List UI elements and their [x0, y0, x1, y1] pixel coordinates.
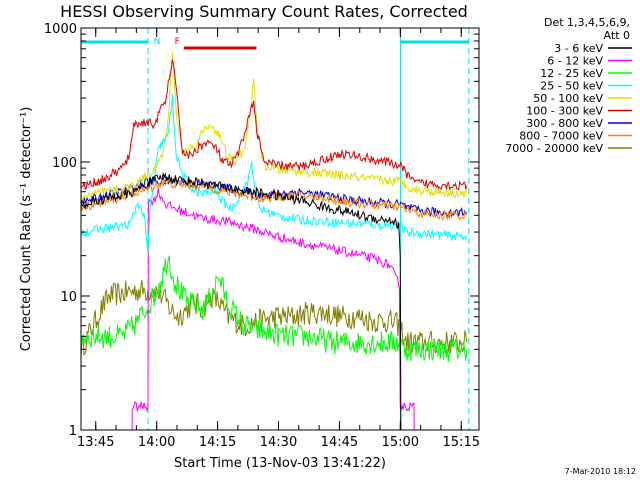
x-tick-label: 13:45 — [77, 435, 114, 450]
y-tick-label: 1 — [69, 424, 77, 439]
series-line-12-25- — [81, 254, 468, 362]
legend-label: 12 - 25 keV — [540, 67, 603, 80]
x-axis: 13:45 14:00 14:15 14:30 14:45 15:00 15:15 — [77, 28, 480, 450]
legend-label: 7000 - 20000 keV — [505, 142, 603, 155]
y-axis-label: Corrected Count Rate (s⁻¹ detector⁻¹) — [19, 107, 34, 352]
series-line-50-100- — [81, 52, 468, 202]
y-tick-label: 100 — [52, 156, 77, 171]
legend-header-line-1: Det 1,3,4,5,6,9, — [544, 16, 630, 29]
legend-label: 100 - 300 keV — [526, 105, 603, 118]
series-line-25-50- — [81, 94, 468, 254]
series-line-100-300- — [81, 59, 468, 191]
x-axis-label: Start Time (13-Nov-03 13:41:22) — [174, 456, 386, 471]
series-layer — [81, 52, 468, 430]
legend-label: 6 - 12 keV — [547, 55, 603, 68]
series-line-3-6- — [81, 171, 402, 430]
chart-title: HESSI Observing Summary Count Rates, Cor… — [60, 2, 468, 21]
legend-header-line-2: Att 0 — [604, 29, 630, 42]
x-tick-label: 14:30 — [260, 435, 297, 450]
flag-marker-label: F — [175, 37, 180, 47]
x-tick-label: 14:00 — [138, 435, 175, 450]
legend-label: 3 - 6 keV — [554, 42, 603, 55]
x-tick-label: 14:45 — [321, 435, 358, 450]
series-line-7000-20000- — [81, 279, 468, 360]
legend-label: 50 - 100 keV — [533, 92, 603, 105]
y-axis: 1 10 100 1000 — [44, 22, 479, 439]
x-tick-label: 15:15 — [443, 435, 480, 450]
legend-label: 25 - 50 keV — [540, 80, 603, 93]
legend-label: 300 - 800 keV — [526, 117, 603, 130]
x-tick-label: 15:00 — [382, 435, 419, 450]
y-tick-label: 1000 — [44, 22, 77, 37]
legend-label: 800 - 7000 keV — [519, 130, 603, 143]
flag-marker-label: N — [154, 37, 161, 47]
date-stamp: 7-Mar-2010 18:12 — [565, 467, 636, 476]
x-tick-label: 14:15 — [199, 435, 236, 450]
y-tick-label: 10 — [60, 290, 77, 305]
series-line-6-12- — [131, 188, 415, 430]
plot-frame — [80, 27, 480, 431]
